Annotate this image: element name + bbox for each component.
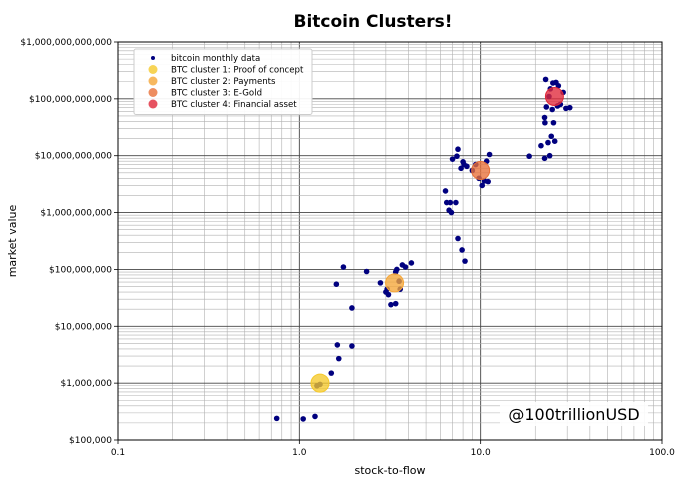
data-point: [545, 139, 551, 146]
data-point: [394, 266, 400, 273]
legend-label: bitcoin monthly data: [171, 54, 260, 64]
data-point: [385, 291, 392, 298]
data-point: [543, 104, 550, 110]
y-axis-label: market value: [6, 204, 19, 277]
y-tick-label: $100,000,000: [49, 265, 112, 275]
data-point: [408, 260, 415, 266]
legend-label: BTC cluster 2: Payments: [171, 77, 276, 87]
legend-label: BTC cluster 3: E-Gold: [171, 89, 262, 99]
watermark: @100trillionUSD: [500, 402, 648, 426]
data-point: [388, 301, 394, 308]
data-point: [462, 258, 468, 264]
y-tick-label: $10,000,000: [55, 322, 113, 332]
data-point: [363, 268, 370, 275]
x-tick-label: 100.0: [649, 448, 675, 458]
x-axis-label: stock-to-flow: [354, 464, 425, 477]
y-tick-label: $1,000,000,000,000: [20, 38, 112, 48]
data-point: [377, 280, 384, 286]
data-point: [546, 152, 553, 159]
legend-marker: [148, 88, 158, 97]
data-point: [486, 151, 493, 158]
data-layer: [273, 76, 573, 422]
data-point: [454, 153, 460, 160]
axis-ticks: 0.1 1.0 10.0 100.0 $100,000 $1,000,000 $10,000…: [20, 38, 675, 458]
cluster-center-point: [310, 373, 330, 393]
legend-marker: [148, 65, 158, 74]
data-point: [485, 178, 491, 185]
data-point: [479, 182, 486, 189]
data-point: [551, 138, 558, 145]
data-point: [458, 165, 464, 172]
data-point: [334, 342, 341, 348]
y-tick-label: $100,000: [69, 436, 112, 446]
chart-title: Bitcoin Clusters!: [294, 12, 453, 32]
cluster-center-point: [544, 87, 564, 107]
data-point: [548, 133, 555, 140]
data-point: [459, 247, 465, 253]
data-point: [455, 146, 461, 153]
data-point: [349, 343, 355, 349]
legend-box: [133, 48, 313, 115]
data-point: [542, 119, 548, 126]
data-point: [541, 155, 548, 162]
legend-label: BTC cluster 4: Financial asset: [171, 100, 297, 110]
data-point: [447, 199, 454, 206]
x-tick-label: 0.1: [111, 448, 125, 458]
x-tick-label: 1.0: [292, 448, 307, 458]
data-point: [392, 300, 399, 307]
data-point: [273, 415, 280, 422]
data-point: [328, 370, 335, 376]
data-point: [566, 104, 573, 111]
data-point: [555, 82, 562, 89]
legend-marker: [151, 56, 155, 60]
data-point: [526, 153, 532, 160]
x-tick-label: 10.0: [471, 448, 491, 458]
cluster-center-point: [385, 273, 405, 293]
data-point: [550, 119, 557, 126]
y-tick-label: $1,000,000: [60, 379, 112, 389]
data-point: [300, 416, 306, 422]
plot-frame: [117, 41, 663, 441]
legend: bitcoin monthly data BTC cluster 1: Proof…: [133, 48, 313, 115]
legend-marker: [148, 99, 158, 109]
data-point: [449, 156, 456, 162]
data-point: [349, 305, 355, 311]
legend-label: BTC cluster 1: Proof of concept: [171, 66, 304, 76]
data-point: [402, 264, 409, 270]
y-tick-label: $100,000,000,000: [29, 95, 112, 105]
data-point: [541, 114, 548, 121]
data-point: [333, 281, 340, 287]
data-point: [542, 76, 549, 83]
data-point: [538, 142, 544, 149]
legend-marker: [148, 76, 158, 86]
watermark-text: @100trillionUSD: [508, 405, 639, 424]
y-tick-label: $1,000,000,000: [40, 209, 112, 219]
data-point: [340, 264, 347, 270]
y-tick-label: $10,000,000,000: [35, 152, 113, 162]
data-point: [464, 163, 470, 170]
data-point: [549, 106, 555, 113]
data-point: [448, 209, 455, 216]
data-point: [312, 413, 318, 420]
data-point: [442, 188, 449, 194]
data-point: [335, 355, 342, 362]
data-point: [453, 199, 459, 206]
cluster-center-point: [471, 160, 491, 180]
data-point: [455, 235, 461, 242]
watermark-background: [500, 402, 648, 426]
